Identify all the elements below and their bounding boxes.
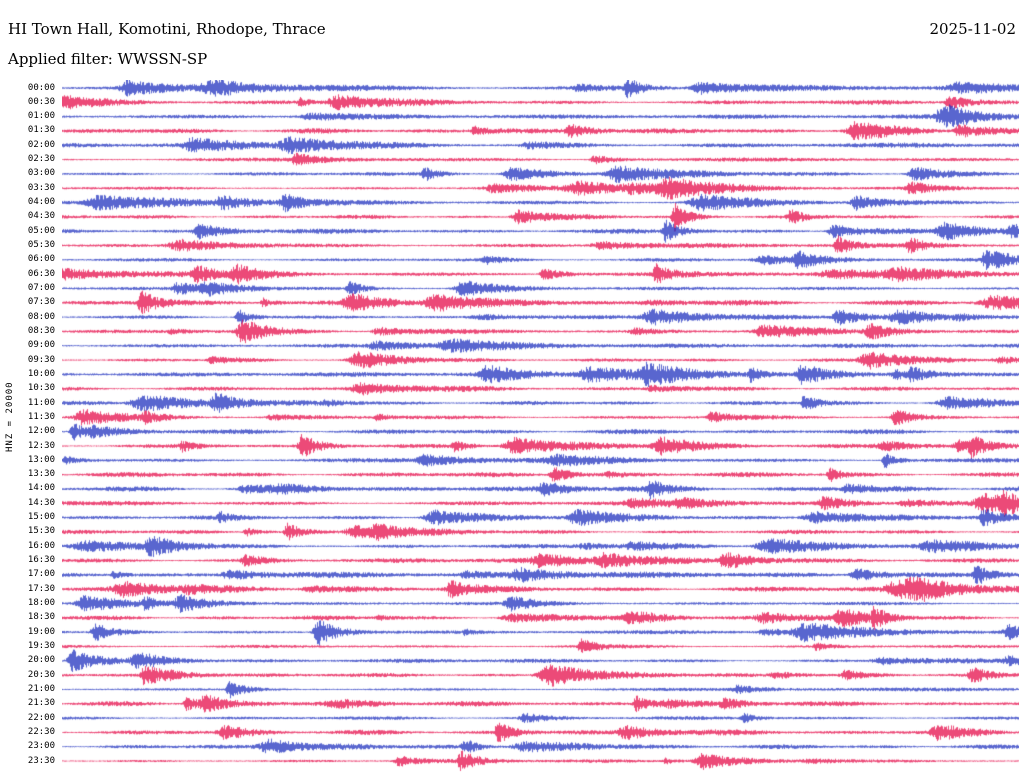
station-title: HI Town Hall, Komotini, Rhodope, Thrace [8,20,326,38]
time-label: 21:30 [27,698,55,709]
time-label: 18:00 [27,598,55,609]
time-label: 22:00 [27,712,55,723]
time-label: 09:30 [27,354,55,365]
time-label: 08:00 [27,311,55,322]
time-label: 03:30 [27,182,55,193]
time-label: 04:30 [27,211,55,222]
time-label: 13:00 [27,454,55,465]
time-label: 01:00 [27,111,55,122]
seismogram-traces [62,80,1019,775]
time-label: 01:30 [27,125,55,136]
time-label: 03:00 [27,168,55,179]
time-label: 23:00 [27,741,55,752]
time-label: 12:30 [27,440,55,451]
time-label: 05:30 [27,240,55,251]
time-label: 12:00 [27,426,55,437]
time-label: 07:30 [27,297,55,308]
time-label: 23:30 [27,755,55,766]
time-label: 11:00 [27,397,55,408]
time-label: 14:00 [27,483,55,494]
time-label: 08:30 [27,325,55,336]
time-label: 18:30 [27,612,55,623]
time-label: 20:30 [27,669,55,680]
time-label: 11:30 [27,411,55,422]
time-label: 05:00 [27,225,55,236]
time-label: 04:00 [27,197,55,208]
time-label: 20:00 [27,655,55,666]
time-label: 13:30 [27,469,55,480]
time-label: 17:30 [27,583,55,594]
time-label: 02:00 [27,139,55,150]
time-label: 16:00 [27,540,55,551]
time-label: 06:00 [27,254,55,265]
time-label: 15:00 [27,512,55,523]
time-label: 19:00 [27,626,55,637]
time-label: 14:30 [27,497,55,508]
time-label: 00:00 [27,82,55,93]
time-label: 16:30 [27,555,55,566]
time-label: 10:00 [27,368,55,379]
time-label: 09:00 [27,340,55,351]
time-label: 02:30 [27,154,55,165]
applied-filter-label: Applied filter: WWSSN-SP [8,50,208,68]
time-label: 21:00 [27,683,55,694]
time-label: 10:30 [27,383,55,394]
time-label: 15:30 [27,526,55,537]
record-date: 2025-11-02 [929,20,1016,38]
time-label: 07:00 [27,282,55,293]
time-label: 06:30 [27,268,55,279]
time-label: 22:30 [27,726,55,737]
time-label: 19:30 [27,640,55,651]
time-axis: 00:00 00:30 01:00 01:30 02:00 02:30 03:00 03:30… [0,80,59,780]
time-label: 17:00 [27,569,55,580]
time-label: 00:30 [27,96,55,107]
